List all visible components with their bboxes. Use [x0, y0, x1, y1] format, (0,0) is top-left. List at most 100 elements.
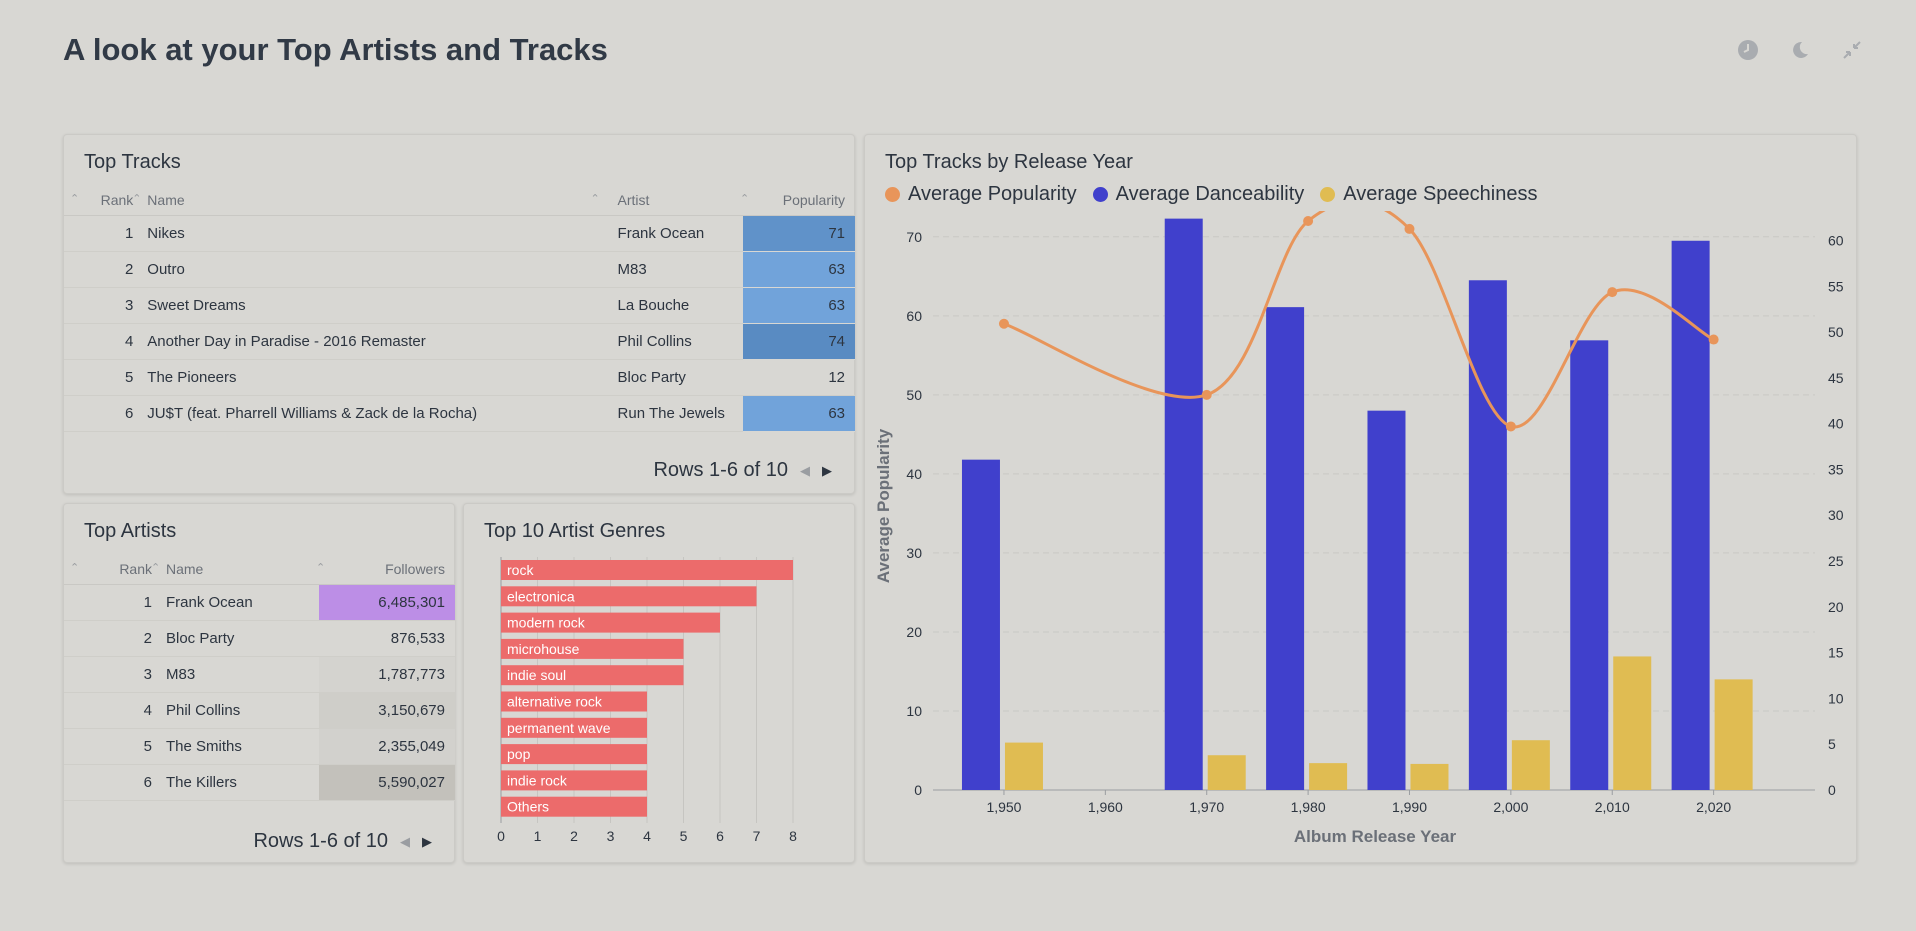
table-row[interactable]: 3 Sweet Dreams La Bouche 63 — [64, 287, 855, 324]
legend-item[interactable]: Average Speechiness — [1320, 183, 1537, 206]
danceability-bar[interactable] — [1367, 410, 1406, 790]
table-row[interactable]: 1 Frank Ocean 6,485,301 — [64, 584, 455, 621]
popularity-point[interactable] — [998, 318, 1009, 329]
table-row[interactable]: 5 The Smiths 2,355,049 — [64, 728, 455, 765]
table-row[interactable]: 6 JU$T (feat. Pharrell Williams & Zack de… — [64, 395, 855, 432]
speechiness-bar[interactable] — [1613, 656, 1652, 790]
legend-item[interactable]: Average Danceability — [1092, 183, 1305, 206]
x-tick-label: 1,980 — [1291, 799, 1326, 815]
genre-bar[interactable] — [501, 586, 757, 607]
cell-rank: 2 — [64, 251, 136, 288]
danceability-bar[interactable] — [961, 459, 1000, 790]
column-header-followers[interactable]: ⌃ Followers — [316, 554, 455, 585]
prev-page-icon[interactable]: ◀ — [800, 462, 810, 478]
speechiness-bar[interactable] — [1004, 742, 1043, 790]
cell-artist: Run The Jewels — [605, 395, 743, 432]
speechiness-bar[interactable] — [1511, 740, 1550, 790]
top-artists-title: Top Artists — [84, 520, 177, 542]
genre-bar[interactable] — [501, 796, 647, 817]
cell-name: JU$T (feat. Pharrell Williams & Zack de … — [135, 395, 606, 432]
cell-rank: 6 — [64, 395, 136, 432]
cell-name: Outro — [135, 251, 606, 288]
legend-label: Average Popularity — [908, 183, 1077, 205]
column-header-popularity[interactable]: ⌃ Popularity — [740, 185, 855, 216]
sort-icon[interactable]: ⌃ — [132, 193, 142, 205]
column-header-rank[interactable]: ⌃ Rank — [64, 185, 136, 216]
sort-icon[interactable]: ⌃ — [70, 193, 80, 205]
column-header-name[interactable]: ⌃ Name — [151, 554, 319, 585]
moon-icon[interactable] — [1788, 38, 1812, 62]
table-row[interactable]: 2 Outro M83 63 — [64, 251, 855, 288]
cell-name: Bloc Party — [154, 620, 319, 657]
cell-popularity: 71 — [743, 215, 855, 252]
genre-bar[interactable] — [501, 612, 720, 633]
genre-bar[interactable] — [501, 770, 647, 791]
danceability-bar[interactable] — [1468, 280, 1507, 790]
sort-icon[interactable]: ⌃ — [316, 562, 326, 574]
speechiness-bar[interactable] — [1410, 763, 1449, 790]
y2-tick-label: 10 — [1828, 690, 1844, 706]
cell-rank: 3 — [64, 656, 154, 693]
x-tick-label: 6 — [716, 828, 724, 844]
legend-swatch — [1092, 187, 1108, 202]
danceability-bar[interactable] — [1266, 307, 1305, 790]
speechiness-bar[interactable] — [1309, 763, 1348, 790]
cell-followers: 1,787,773 — [319, 656, 455, 693]
y2-tick-label: 35 — [1828, 461, 1844, 477]
genre-label: alternative rock — [507, 694, 603, 710]
table-row[interactable]: 2 Bloc Party 876,533 — [64, 620, 455, 657]
cell-rank: 4 — [64, 692, 154, 729]
speechiness-bar[interactable] — [1714, 679, 1753, 790]
clock-icon[interactable] — [1736, 38, 1760, 62]
column-header-name[interactable]: ⌃ Name — [132, 185, 606, 216]
genre-bar[interactable] — [501, 744, 647, 765]
genre-bar[interactable] — [501, 691, 647, 712]
sort-icon[interactable]: ⌃ — [590, 193, 600, 205]
cell-rank: 1 — [64, 584, 154, 621]
danceability-bar[interactable] — [1164, 218, 1203, 791]
sort-icon[interactable]: ⌃ — [740, 193, 750, 205]
table-row[interactable]: 4 Phil Collins 3,150,679 — [64, 692, 455, 729]
popularity-point[interactable] — [1708, 334, 1719, 345]
genre-bar[interactable] — [501, 665, 684, 686]
table-row[interactable]: 5 The Pioneers Bloc Party 12 — [64, 359, 855, 396]
danceability-bar[interactable] — [1570, 340, 1609, 790]
y2-tick-label: 15 — [1828, 645, 1844, 661]
x-axis-title: Album Release Year — [1294, 827, 1457, 846]
genre-bar[interactable] — [501, 717, 647, 738]
collapse-icon[interactable] — [1840, 38, 1864, 62]
cell-rank: 5 — [64, 359, 136, 396]
table-row[interactable]: 6 The Killers 5,590,027 — [64, 764, 455, 801]
popularity-point[interactable] — [1607, 287, 1618, 298]
legend-item[interactable]: Average Popularity — [885, 183, 1077, 206]
next-page-icon[interactable]: ▶ — [422, 833, 432, 849]
x-tick-label: 2,010 — [1595, 799, 1630, 815]
genre-bar[interactable] — [501, 638, 684, 659]
genre-label: modern rock — [507, 615, 586, 631]
popularity-point[interactable] — [1303, 216, 1314, 226]
top-artists-pager: Rows 1-6 of 10 ◀ ▶ — [253, 830, 432, 853]
cell-name: The Killers — [154, 764, 319, 801]
table-row[interactable]: 3 M83 1,787,773 — [64, 656, 455, 693]
table-row[interactable]: 1 Nikes Frank Ocean 71 — [64, 215, 855, 252]
prev-page-icon[interactable]: ◀ — [400, 833, 410, 849]
sort-icon[interactable]: ⌃ — [151, 562, 161, 574]
table-row[interactable]: 4 Another Day in Paradise - 2016 Remaster… — [64, 323, 855, 360]
cell-artist: Phil Collins — [605, 323, 743, 360]
cell-popularity: 74 — [743, 323, 855, 360]
pager-label: Rows 1-6 of 10 — [653, 459, 788, 481]
column-header-rank[interactable]: ⌃ Rank — [64, 554, 154, 585]
sort-icon[interactable]: ⌃ — [70, 562, 80, 574]
genre-bar[interactable] — [501, 560, 793, 580]
column-header-artist[interactable]: ⌃ Artist — [591, 185, 743, 216]
cell-followers: 5,590,027 — [319, 764, 455, 801]
next-page-icon[interactable]: ▶ — [822, 462, 832, 478]
popularity-point[interactable] — [1505, 421, 1516, 432]
legend-label: Average Danceability — [1115, 183, 1305, 205]
speechiness-bar[interactable] — [1207, 755, 1246, 790]
cell-popularity: 63 — [743, 251, 855, 288]
popularity-point[interactable] — [1404, 223, 1415, 234]
release-year-card: Top Tracks by Release Year Average Popul… — [864, 134, 1857, 863]
popularity-point[interactable] — [1201, 389, 1212, 400]
cell-name: M83 — [154, 656, 319, 693]
